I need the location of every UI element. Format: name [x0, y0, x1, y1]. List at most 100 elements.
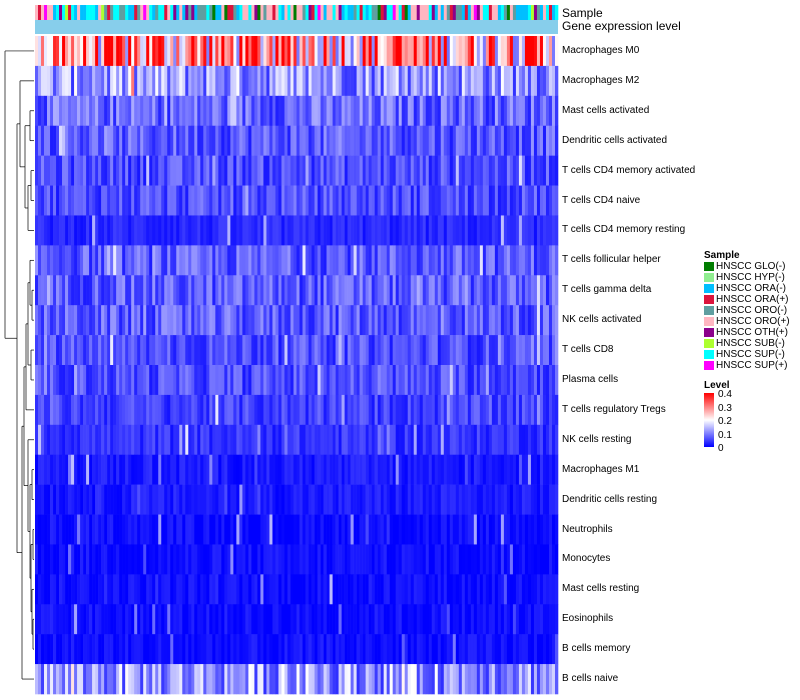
- heatmap-cell: [350, 394, 354, 426]
- heatmap-cell: [356, 664, 360, 695]
- heatmap-cell: [209, 664, 213, 695]
- heatmap-cell: [35, 454, 39, 485]
- heatmap-cell: [287, 634, 291, 665]
- heatmap-cell: [221, 484, 225, 515]
- heatmap-cell: [479, 275, 484, 306]
- sample-annotation-cell: [263, 5, 267, 20]
- heatmap-cell: [377, 215, 381, 246]
- heatmap-cell: [233, 544, 237, 575]
- heatmap-cell: [41, 544, 45, 575]
- heatmap-cell: [473, 245, 478, 276]
- heatmap-cell: [62, 514, 66, 545]
- heatmap-cell: [38, 394, 42, 426]
- heatmap-cell: [326, 215, 330, 246]
- heatmap-cell: [440, 215, 445, 246]
- heatmap-cell: [203, 155, 207, 186]
- heatmap-cell: [86, 305, 90, 336]
- heatmap-cell: [473, 125, 478, 156]
- heatmap-cell: [194, 514, 198, 545]
- heatmap-cell: [512, 634, 517, 665]
- heatmap-cell: [311, 514, 315, 545]
- heatmap-cell: [515, 125, 520, 156]
- heatmap-cell: [131, 664, 135, 695]
- heatmap-cell: [164, 664, 168, 695]
- heatmap-cell: [107, 454, 111, 485]
- heatmap-cell: [371, 454, 375, 485]
- heatmap-cell: [500, 664, 505, 695]
- heatmap-cell: [542, 275, 547, 306]
- heatmap-cell: [113, 424, 117, 456]
- heatmap-cell: [146, 185, 150, 216]
- heatmap-cell: [338, 634, 342, 665]
- heatmap-cell: [509, 664, 514, 695]
- sample-annotation-cell: [353, 5, 357, 20]
- heatmap-cell: [410, 454, 415, 485]
- heatmap-cell: [308, 65, 312, 97]
- heatmap-cell: [260, 275, 264, 306]
- heatmap-cell: [332, 574, 336, 605]
- heatmap-cell: [242, 394, 246, 426]
- heatmap-cell: [473, 155, 478, 186]
- heatmap-cell: [548, 185, 553, 216]
- heatmap-cell: [53, 574, 57, 605]
- sample-annotation-cell: [359, 5, 363, 20]
- heatmap-cell: [242, 454, 246, 485]
- heatmap-cell: [101, 454, 105, 485]
- heatmap-cell: [512, 574, 517, 605]
- heatmap-cell: [269, 36, 273, 67]
- heatmap-cell: [497, 305, 502, 336]
- heatmap-cell: [446, 484, 451, 515]
- heatmap-cell: [368, 275, 372, 306]
- heatmap-cell: [503, 185, 508, 216]
- heatmap-cell: [434, 65, 439, 97]
- sample-annotation-cell: [491, 5, 496, 20]
- heatmap-cell: [458, 185, 463, 216]
- heatmap-cell: [200, 36, 204, 67]
- heatmap-cell: [551, 454, 556, 485]
- heatmap-cell: [317, 514, 321, 545]
- heatmap-cell: [197, 574, 201, 605]
- heatmap-cell: [329, 484, 333, 515]
- heatmap-cell: [227, 155, 231, 186]
- heatmap-cell: [215, 215, 219, 246]
- heatmap-cell: [356, 544, 360, 575]
- heatmap-cell: [392, 574, 396, 605]
- heatmap-cell: [251, 574, 255, 605]
- heatmap-cell: [92, 574, 96, 605]
- heatmap-cell: [500, 634, 505, 665]
- heatmap-cell: [416, 245, 421, 276]
- heatmap-cell: [509, 335, 514, 366]
- heatmap-cell: [488, 484, 493, 515]
- heatmap-cell: [134, 36, 138, 67]
- heatmap-cell: [467, 185, 472, 216]
- heatmap-cell: [437, 305, 442, 336]
- heatmap-cell: [53, 305, 57, 336]
- heatmap-cell: [212, 125, 216, 156]
- heatmap-cell: [479, 185, 484, 216]
- level-tick-label: 0.3: [718, 402, 732, 414]
- heatmap-cell: [410, 484, 415, 515]
- heatmap-cell: [533, 275, 538, 306]
- heatmap-cell: [158, 454, 162, 485]
- heatmap-cell: [230, 36, 234, 67]
- heatmap-cell: [113, 65, 117, 97]
- heatmap-cell: [131, 544, 135, 575]
- heatmap-cell: [131, 394, 135, 426]
- heatmap-cell: [212, 634, 216, 665]
- heatmap-cell: [542, 394, 547, 426]
- heatmap-cell: [128, 604, 132, 635]
- heatmap-cell: [311, 65, 315, 97]
- heatmap-cell: [119, 604, 123, 635]
- heatmap-cell: [260, 185, 264, 216]
- heatmap-cell: [173, 574, 177, 605]
- heatmap-cell: [152, 335, 156, 366]
- heatmap-cell: [401, 574, 406, 605]
- heatmap-cell: [314, 544, 318, 575]
- heatmap-cell: [122, 365, 126, 396]
- heatmap-cell: [332, 544, 336, 575]
- heatmap-cell: [398, 394, 403, 426]
- heatmap-cell: [215, 544, 219, 575]
- heatmap-cell: [464, 365, 469, 396]
- heatmap-cell: [506, 215, 511, 246]
- heatmap-cell: [194, 215, 198, 246]
